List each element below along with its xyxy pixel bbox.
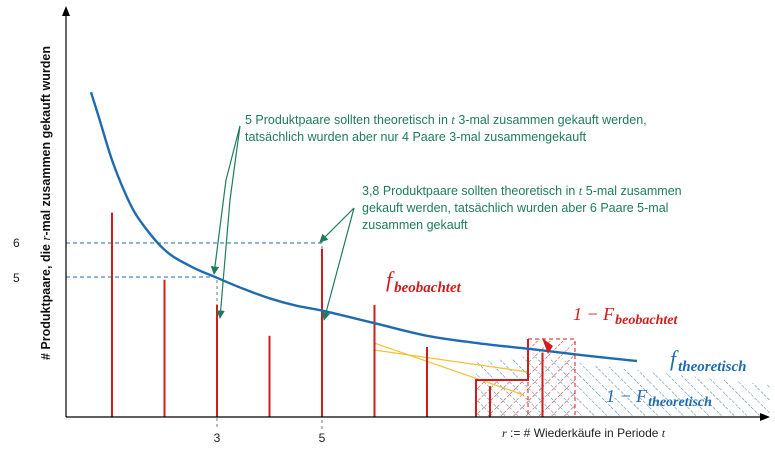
annotation-2-line-3: zusammen gekauft	[362, 218, 468, 232]
label-1-F-theoretisch-prefix: 1 − F	[606, 386, 648, 406]
x-axis-label-t: t	[662, 426, 666, 440]
theoretical-curve	[89, 91, 638, 363]
label-f-beobachtet: f beobachtet	[386, 267, 462, 296]
y-axis-label-var: r	[39, 236, 53, 241]
annotation-2-arrow-b	[321, 207, 355, 321]
annotation-1-line-1-var: t	[451, 113, 455, 127]
highlight-connector-2	[373, 342, 525, 396]
annotation-1-line-1-b: 3-mal zusammen gekauft werden,	[454, 113, 647, 127]
annotation-2-line-1-var: t	[578, 184, 583, 198]
label-1-F-beobachtet-prefix: 1 − F	[573, 304, 615, 324]
annotation-1: 5 Produktpaare sollten theoretisch in t …	[245, 112, 715, 146]
y-tick-5: 5	[13, 271, 20, 285]
y-tick-6: 6	[13, 236, 20, 250]
label-f-theoretisch: f theoretisch	[670, 346, 746, 375]
label-f-beobachtet-base: f	[386, 267, 395, 292]
annotation-2-line-1-b: 5-mal zusammen	[582, 184, 682, 198]
x-axis-label: r := # Wiederkäufe in Periode t	[502, 426, 666, 440]
label-f-beobachtet-sub: beobachtet	[394, 280, 461, 296]
annotation-1-arrow-b	[216, 125, 241, 319]
highlight-connector-1	[373, 349, 529, 373]
label-f-theoretisch-sub: theoretisch	[678, 359, 746, 375]
annotation-2-line-1: 3,8 Produktpaare sollten theoretisch in …	[362, 183, 742, 200]
label-f-theoretisch-base: f	[670, 346, 679, 371]
annotation-1-arrow-a	[210, 125, 241, 275]
y-axis-arrowhead	[62, 6, 70, 16]
observed-tail-pointer-icon	[542, 338, 553, 354]
label-1-F-theoretisch: 1 − Ftheoretisch	[606, 386, 712, 410]
x-tick-5: 5	[319, 431, 326, 445]
annotation-1-line-1: 5 Produktpaare sollten theoretisch in t …	[245, 112, 715, 129]
annotation-1-line-2: tatsächlich wurden aber nur 4 Paare 3-ma…	[245, 130, 587, 144]
annotation-2: 3,8 Produktpaare sollten theoretisch in …	[362, 183, 742, 234]
y-axis-label-end: -mal zusammen gekauft wurden	[39, 46, 53, 236]
x-tick-3: 3	[214, 431, 221, 445]
annotation-2-arrow-a	[319, 207, 355, 243]
label-1-F-beobachtet-sub: beobachtet	[615, 313, 678, 328]
tail-area-observed	[476, 339, 575, 417]
label-1-F-beobachtet: 1 − Fbeobachtet	[573, 304, 678, 328]
y-axis-label: # Produktpaare, die r-mal zusammen gekau…	[39, 46, 53, 360]
x-axis-arrowhead	[760, 413, 770, 421]
y-axis-label-start: # Produktpaare, die	[39, 241, 53, 360]
x-axis-label-text: := # Wiederkäufe in Periode	[507, 426, 662, 440]
label-1-F-theoretisch-sub: theoretisch	[648, 395, 712, 410]
annotation-2-line-1-a: 3,8 Produktpaare sollten theoretisch in	[362, 184, 579, 198]
x-axis-label-var: r	[502, 426, 507, 440]
annotation-1-line-1-a: 5 Produktpaare sollten theoretisch in	[245, 113, 452, 127]
observed-step-outline	[475, 339, 529, 417]
annotation-2-line-2: gekauft werden, tatsächlich wurden aber …	[362, 201, 669, 215]
